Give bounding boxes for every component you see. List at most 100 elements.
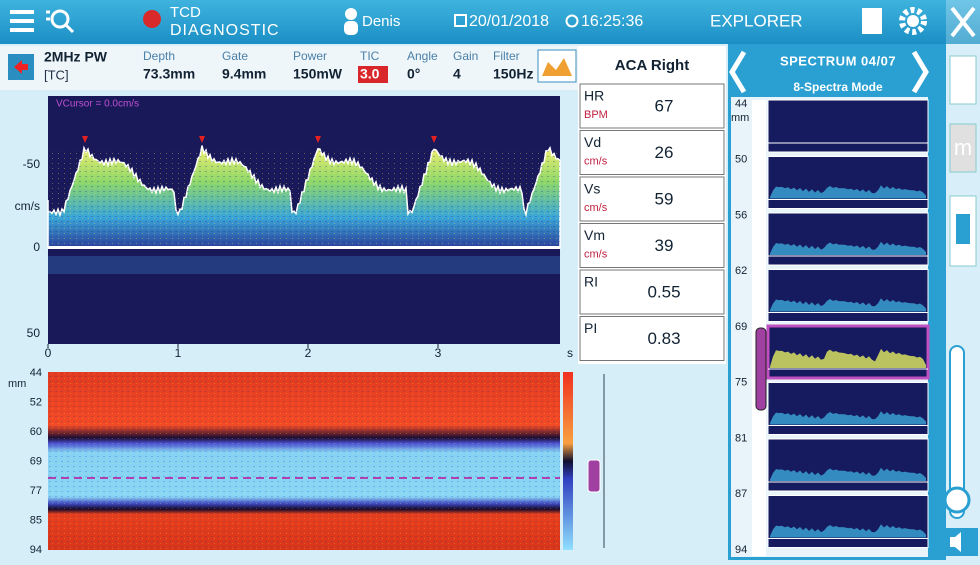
reverse-flow [48, 256, 560, 274]
param-value: 150Hz [493, 66, 533, 82]
param-label: Depth [143, 49, 175, 63]
depth-slider[interactable] [755, 327, 767, 411]
volume-knob[interactable] [943, 486, 971, 514]
measurement-row [579, 130, 725, 175]
measurement-label: Vs [584, 181, 600, 197]
thumbnail-envelope [770, 298, 926, 312]
user-name: Denis [362, 13, 400, 30]
clock-icon [565, 14, 579, 28]
probe-window: [TC] [44, 67, 69, 82]
color-bar [563, 372, 573, 550]
peak-marker [315, 136, 321, 143]
depth-label: 50 [735, 154, 747, 166]
spectra-title: SPECTRUM 04/07 [780, 53, 896, 68]
depth-label: 56 [735, 209, 747, 221]
volume-track [949, 345, 965, 519]
spectrum-thumbnail [767, 212, 929, 266]
depth-label: 44 [30, 367, 42, 379]
param-label: Gate [222, 49, 248, 63]
measurement-row [579, 83, 725, 129]
measurement-label: RI [584, 274, 598, 290]
measurement-unit: cm/s [584, 202, 608, 214]
depth-label: 85 [30, 514, 42, 526]
depth-label: 69 [735, 321, 747, 333]
m-icon: m [954, 135, 972, 160]
param-bar [0, 46, 578, 90]
x-axis-label: 3 [435, 346, 442, 360]
baseline [48, 246, 560, 249]
spectra-mode: 8-Spectra Mode [793, 80, 883, 94]
probe-icon [14, 60, 28, 74]
thumbnail-envelope [770, 185, 926, 199]
param-label: Angle [407, 49, 438, 63]
param-value: 73.3mm [143, 66, 195, 82]
peak-marker [82, 136, 88, 143]
depth-label: 87 [735, 488, 747, 500]
depth-unit: mm [731, 112, 749, 124]
measurement-unit: cm/s [584, 248, 608, 260]
spectrum-thumbnail [767, 438, 929, 492]
depth-label: 69 [30, 455, 42, 467]
gate-slider[interactable] [587, 459, 601, 493]
x-axis-label: 0 [45, 346, 52, 360]
depth-label: 94 [30, 544, 42, 556]
depth-label: 77 [30, 485, 42, 497]
spectrum-thumbnail [767, 495, 929, 548]
settings-button[interactable] [899, 7, 927, 35]
scale-icon [542, 58, 572, 76]
measurement-label: HR [584, 88, 604, 104]
param-alert [358, 66, 388, 83]
prev-button[interactable] [729, 50, 747, 94]
m-button[interactable] [949, 123, 977, 173]
mode: EXPLORER [710, 11, 803, 30]
depth-label: 75 [735, 377, 747, 389]
depth-label: 60 [30, 426, 42, 438]
y-axis-label: -50 [23, 157, 41, 171]
measurement-row [579, 176, 725, 222]
measurement-value: 39 [655, 236, 674, 255]
measurement-label: Vm [584, 227, 605, 243]
menu-button[interactable] [10, 10, 34, 32]
measurement-value: 59 [655, 189, 674, 208]
depth-unit: mm [8, 378, 26, 390]
param-value: 0° [407, 66, 420, 82]
probe-frequency: 2MHz PW [44, 49, 108, 65]
param-label: Gain [453, 49, 478, 63]
next-button[interactable] [911, 50, 929, 94]
spectrum-thumbnail [767, 382, 929, 435]
depth-label: 52 [30, 396, 42, 408]
param-label: Filter [493, 49, 520, 63]
y-axis-unit: cm/s [15, 199, 40, 213]
spectrum-thumbnail [767, 269, 929, 322]
pages-button[interactable] [949, 55, 977, 105]
spectrum-thumbnail [766, 324, 930, 380]
param-value: 9.4mm [222, 66, 266, 82]
logo [143, 10, 161, 28]
volume-icon [950, 532, 961, 552]
brand: DIAGNOSTIC [170, 22, 280, 39]
thumbnail-envelope [770, 241, 926, 255]
depth-label: 44 [735, 98, 747, 110]
measurement-row [579, 269, 725, 315]
depth-label: 62 [735, 265, 747, 277]
calendar-icon [454, 14, 467, 27]
measurement-label: Vd [584, 134, 601, 150]
spectrum-speckle [48, 150, 560, 246]
measurement-label: PI [584, 320, 597, 336]
report-button[interactable] [862, 8, 882, 34]
measurement-value: 26 [655, 143, 674, 162]
param-value: 3.0 [360, 66, 380, 82]
thumbnail-envelope [770, 348, 926, 368]
thumbnail-envelope [770, 411, 926, 425]
search-button[interactable] [46, 9, 75, 34]
measurement-unit: cm/s [584, 155, 608, 167]
m-mode-speckle [48, 372, 560, 550]
calc-icon [956, 214, 970, 244]
measurement-value: 67 [655, 96, 674, 115]
x-axis-label: 1 [175, 346, 182, 360]
spectrum-thumbnail [767, 156, 929, 209]
measurement-value: 0.55 [647, 282, 680, 301]
scale-button[interactable] [537, 49, 577, 83]
